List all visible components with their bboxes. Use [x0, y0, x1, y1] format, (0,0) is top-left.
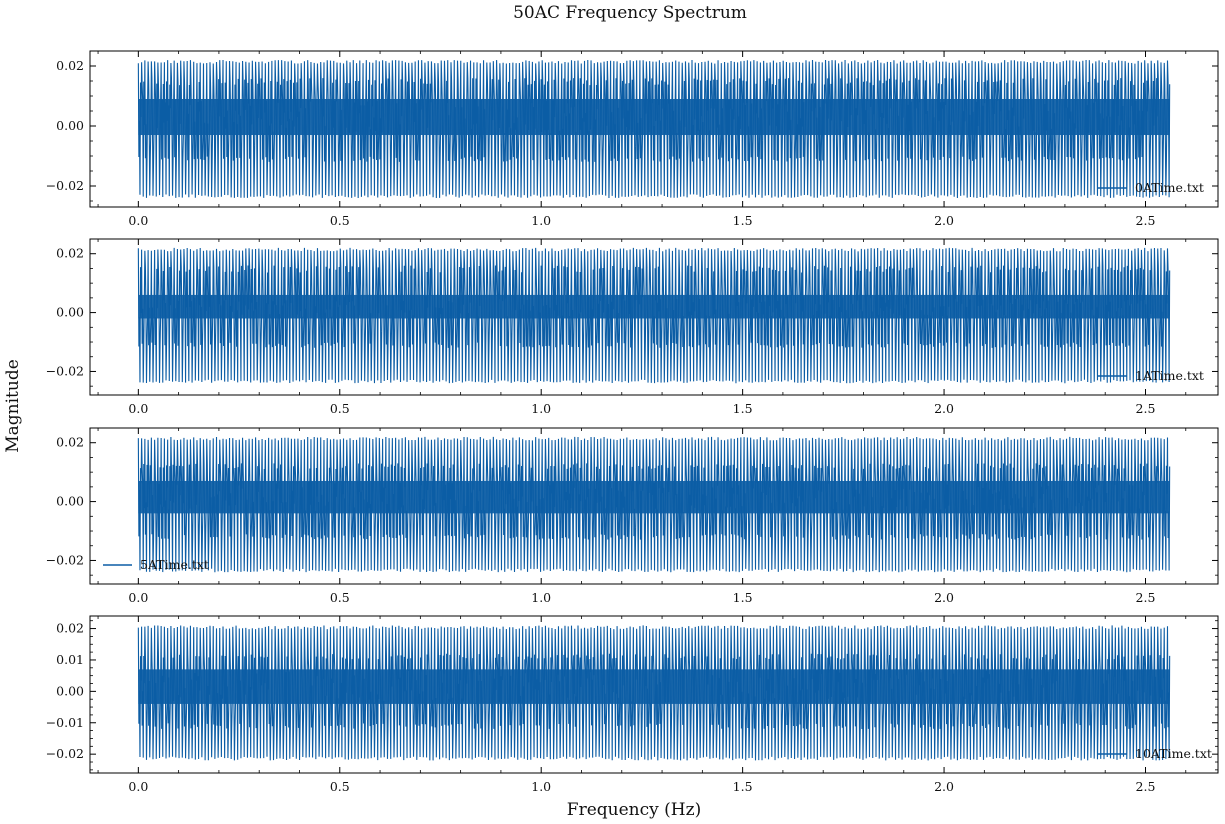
y-tick-label: 0.00 [56, 305, 84, 320]
x-tick-label: 2.0 [934, 590, 954, 605]
x-tick-label: 2.0 [934, 213, 954, 228]
x-tick-label: 0.5 [330, 213, 350, 228]
legend-label: 10ATime.txt [1135, 746, 1212, 761]
y-tick-label: −0.02 [46, 363, 84, 378]
y-tick-label: 0.00 [56, 494, 84, 509]
axes-frame [89, 238, 1219, 396]
y-tick-label: −0.02 [46, 746, 84, 761]
x-tick-label: 1.0 [531, 779, 551, 794]
x-tick-label: 1.0 [531, 401, 551, 416]
series-core-band [138, 99, 1170, 135]
legend: 5ATime.txt [103, 557, 209, 572]
legend-label: 1ATime.txt [1135, 368, 1204, 383]
axes-frame [89, 50, 1219, 208]
y-tick-label: 0.00 [56, 118, 84, 133]
x-tick-label: 1.5 [733, 213, 753, 228]
x-tick-label: 2.5 [1136, 213, 1156, 228]
y-tick-label: 0.02 [56, 621, 84, 636]
x-tick-label: 2.0 [934, 779, 954, 794]
panel-2: 0.0 0.5 1.0 1.5 2.0 2.5 −0.02 0.00 0.02 1ATime.tx… [46, 238, 1219, 416]
x-tick-label: 2.0 [934, 401, 954, 416]
x-tick-label: 0.0 [128, 213, 148, 228]
axes-frame [89, 427, 1219, 585]
x-tick-label: 0.0 [128, 401, 148, 416]
y-axis-label: Magnitude [3, 359, 23, 453]
x-tick-label: 1.5 [733, 401, 753, 416]
legend: 0ATime.txt [1098, 180, 1204, 195]
figure-title: 50AC Frequency Spectrum [513, 3, 747, 23]
x-tick-label: 1.5 [733, 779, 753, 794]
x-tick-label: 2.5 [1136, 590, 1156, 605]
y-tick-label: −0.02 [46, 552, 84, 567]
series-core-band [138, 480, 1170, 514]
x-tick-label: 0.5 [330, 590, 350, 605]
y-tick-label: 0.01 [56, 652, 84, 667]
y-tick-label: 0.02 [56, 435, 84, 450]
legend: 10ATime.txt [1098, 746, 1212, 761]
y-tick-label: 0.00 [56, 683, 84, 698]
x-tick-label: 0.5 [330, 401, 350, 416]
legend-label: 0ATime.txt [1135, 180, 1204, 195]
x-tick-label: 1.0 [531, 213, 551, 228]
y-tick-label: 0.02 [56, 246, 84, 261]
x-axis-label: Frequency (Hz) [567, 800, 701, 820]
x-tick-label: 0.0 [128, 779, 148, 794]
series-core-band [138, 294, 1170, 319]
axes-frame [89, 615, 1219, 774]
panels: 0.0 0.5 1.0 1.5 2.0 2.5 −0.02 0.00 0.02 0ATime.tx… [46, 50, 1219, 794]
panel-4: 0.0 0.5 1.0 1.5 2.0 2.5 −0.02 −0.01 0.00 0.01 0.02… [46, 615, 1219, 794]
legend-label: 5ATime.txt [140, 557, 209, 572]
x-tick-label: 1.5 [733, 590, 753, 605]
y-tick-label: −0.01 [46, 715, 84, 730]
panel-1: 0.0 0.5 1.0 1.5 2.0 2.5 −0.02 0.00 0.02 0ATime.tx… [46, 50, 1219, 228]
x-tick-label: 0.5 [330, 779, 350, 794]
series-core-band [138, 669, 1170, 704]
x-tick-label: 2.5 [1136, 401, 1156, 416]
x-tick-label: 2.5 [1136, 779, 1156, 794]
y-tick-label: 0.02 [56, 58, 84, 73]
panel-3: 0.0 0.5 1.0 1.5 2.0 2.5 −0.02 0.00 0.02 5ATime.tx… [46, 427, 1219, 605]
x-tick-label: 1.0 [531, 590, 551, 605]
legend: 1ATime.txt [1098, 368, 1204, 383]
y-tick-label: −0.02 [46, 178, 84, 193]
x-tick-label: 0.0 [128, 590, 148, 605]
